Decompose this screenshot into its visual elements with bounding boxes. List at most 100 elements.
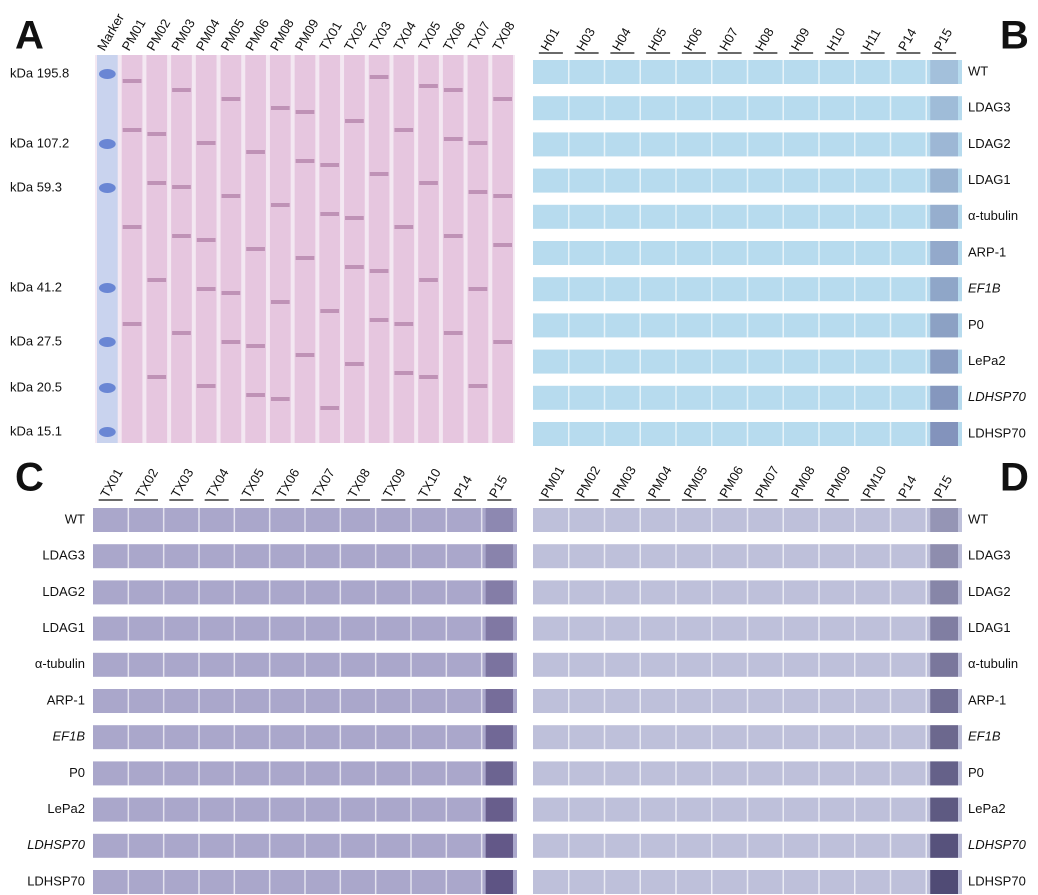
band xyxy=(345,119,364,123)
strip-p15 xyxy=(486,653,513,677)
lane-label: H08 xyxy=(752,25,777,53)
band xyxy=(271,203,290,207)
panel-letter: B xyxy=(1000,14,1029,58)
strip-p15 xyxy=(486,725,513,749)
band xyxy=(394,128,413,132)
strip-p15 xyxy=(930,241,958,265)
marker-label: kDa 20.5 xyxy=(10,379,62,394)
lane-label: TX06 xyxy=(274,466,303,500)
lane-label: H04 xyxy=(609,25,634,53)
band xyxy=(271,397,290,401)
strip-p15 xyxy=(930,653,958,677)
band xyxy=(469,287,488,291)
lane-label: P14 xyxy=(895,26,920,54)
marker-band xyxy=(99,383,116,393)
band xyxy=(394,322,413,326)
band xyxy=(246,247,265,251)
lane-label: H05 xyxy=(645,25,670,53)
strip-p15 xyxy=(930,422,958,446)
strip-p15 xyxy=(930,870,958,894)
band xyxy=(222,194,241,198)
panel-letter: C xyxy=(15,456,44,500)
lane-label: PM07 xyxy=(752,463,782,500)
band xyxy=(172,185,191,189)
row-label: ARP-1 xyxy=(968,244,1006,259)
band xyxy=(172,88,191,92)
gel-lane xyxy=(344,55,365,443)
gel-lane xyxy=(122,55,143,443)
strip-p15 xyxy=(930,834,958,858)
band xyxy=(222,291,241,295)
band xyxy=(419,84,438,88)
row-label: P0 xyxy=(69,765,85,780)
row-label: α-tubulin xyxy=(35,656,85,671)
strip-p15 xyxy=(930,96,958,120)
row-label: LDAG2 xyxy=(968,136,1011,151)
lane-label: TX03 xyxy=(168,466,197,500)
row-label: LDHSP70 xyxy=(968,425,1026,440)
lane-label: H07 xyxy=(716,25,741,53)
row-label: α-tubulin xyxy=(968,208,1018,223)
strip-p15 xyxy=(486,798,513,822)
band xyxy=(222,97,241,101)
marker-label: kDa 59.3 xyxy=(10,179,62,194)
lane-label: PM06 xyxy=(242,16,272,53)
strip-p15 xyxy=(930,277,958,301)
row-label: LDAG3 xyxy=(968,548,1011,563)
band xyxy=(444,234,463,238)
strip-p15 xyxy=(486,834,513,858)
lane-label: H11 xyxy=(859,26,883,53)
marker-label: kDa 27.5 xyxy=(10,333,62,348)
lane-label: P14 xyxy=(451,473,476,501)
lane-label: TX03 xyxy=(366,19,395,53)
row-label: LDAG1 xyxy=(42,620,85,635)
band xyxy=(271,300,290,304)
band xyxy=(197,384,216,388)
row-label: LePa2 xyxy=(47,801,85,816)
band xyxy=(246,393,265,397)
lane-label: TX02 xyxy=(133,466,162,500)
lane-label: H09 xyxy=(788,25,813,53)
band xyxy=(345,362,364,366)
band xyxy=(320,309,339,313)
gel-lane xyxy=(270,55,291,443)
row-label: WT xyxy=(968,63,988,78)
row-label: WT xyxy=(65,511,85,526)
strip-p15 xyxy=(486,544,513,568)
strip-p15 xyxy=(930,60,958,84)
lane-label: TX07 xyxy=(465,19,494,53)
band xyxy=(493,194,512,198)
band xyxy=(197,238,216,242)
lane-label: PM05 xyxy=(680,463,710,500)
band xyxy=(345,265,364,269)
lane-label: TX04 xyxy=(203,466,232,500)
panel-letter: A xyxy=(15,14,44,58)
marker-band xyxy=(99,427,116,437)
row-label: LDHSP70 xyxy=(27,837,86,852)
lane-label: H10 xyxy=(823,25,848,53)
band xyxy=(197,141,216,145)
lane-label: TX04 xyxy=(390,19,419,53)
lane-label: PM02 xyxy=(573,463,603,500)
lane-label: P14 xyxy=(895,473,920,501)
figure: AkDa 195.8kDa 107.2kDa 59.3kDa 41.2kDa 2… xyxy=(0,0,1038,895)
lane-label: PM08 xyxy=(267,16,297,53)
marker-band xyxy=(99,183,116,193)
lane-label: TX08 xyxy=(489,19,518,53)
lane-label: PM09 xyxy=(823,463,853,500)
row-label: EF1B xyxy=(968,281,1001,296)
row-label: LDAG2 xyxy=(968,584,1011,599)
lane-label: TX05 xyxy=(239,466,268,500)
band xyxy=(147,181,166,185)
lane-label: TX07 xyxy=(309,466,338,500)
band xyxy=(123,128,142,132)
row-label: EF1B xyxy=(968,729,1001,744)
lane-label: P15 xyxy=(931,26,956,54)
lane-label: TX02 xyxy=(341,19,370,53)
marker-band xyxy=(99,139,116,149)
marker-band xyxy=(99,337,116,347)
band xyxy=(444,137,463,141)
lane-label: PM03 xyxy=(168,16,198,53)
band xyxy=(370,75,389,79)
band xyxy=(172,331,191,335)
